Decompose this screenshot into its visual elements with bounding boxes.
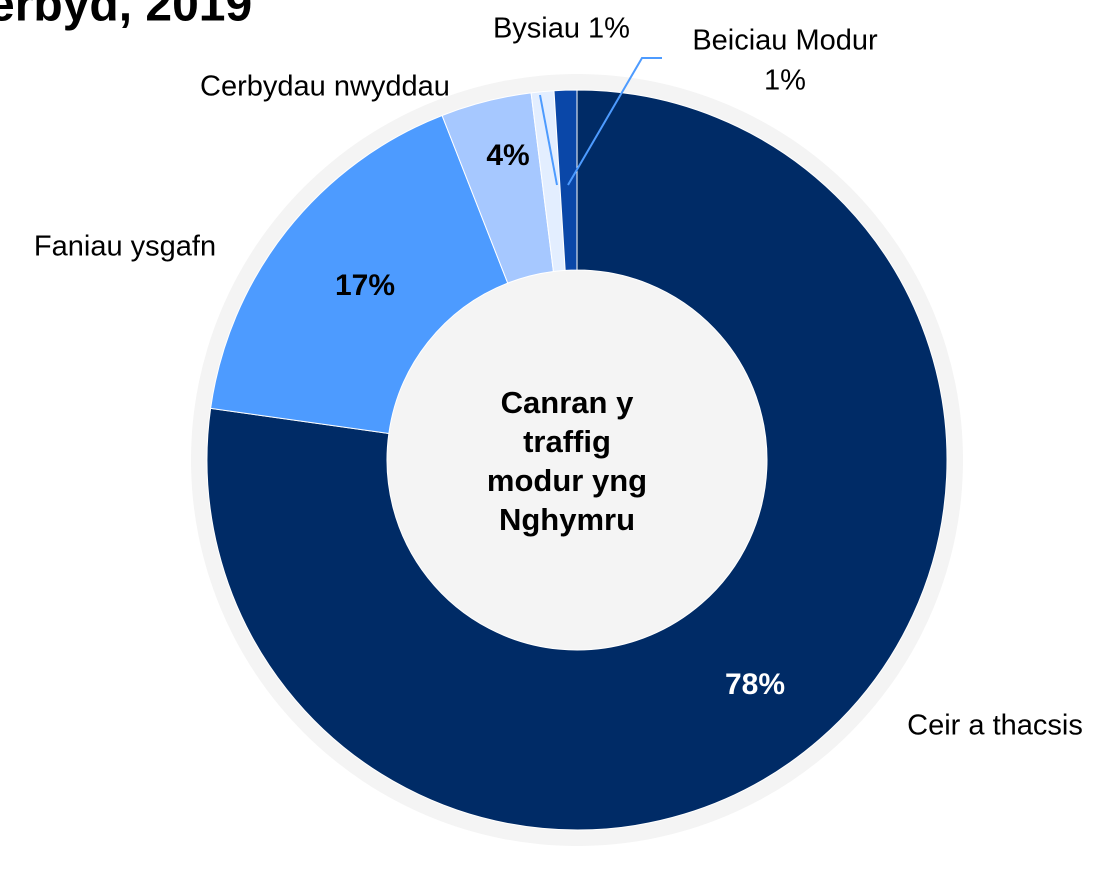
center-text: modur yng <box>487 463 647 498</box>
donut-slice <box>206 89 948 831</box>
value-label: 78% <box>725 668 785 701</box>
leader-line <box>539 94 558 186</box>
category-label: Beiciau Modur <box>692 25 878 57</box>
center-text: Canran y <box>501 385 634 420</box>
donut-slice <box>553 89 578 271</box>
chart-title: erbyd, 2019 <box>0 0 252 32</box>
value-label: 1% <box>764 65 806 97</box>
leader-line <box>567 57 662 186</box>
center-text: Nghymru <box>499 502 635 537</box>
center-text: traffig <box>523 424 611 459</box>
category-label: Bysiau <box>493 13 580 45</box>
category-label: Cerbydau nwyddau <box>200 71 450 103</box>
value-label: 4% <box>486 139 529 172</box>
donut-slice <box>210 114 509 435</box>
value-label: 1% <box>588 13 630 45</box>
category-label: Faniau ysgafn <box>34 231 216 263</box>
category-label: Ceir a thacsis <box>907 710 1083 742</box>
value-label: 17% <box>335 269 395 302</box>
